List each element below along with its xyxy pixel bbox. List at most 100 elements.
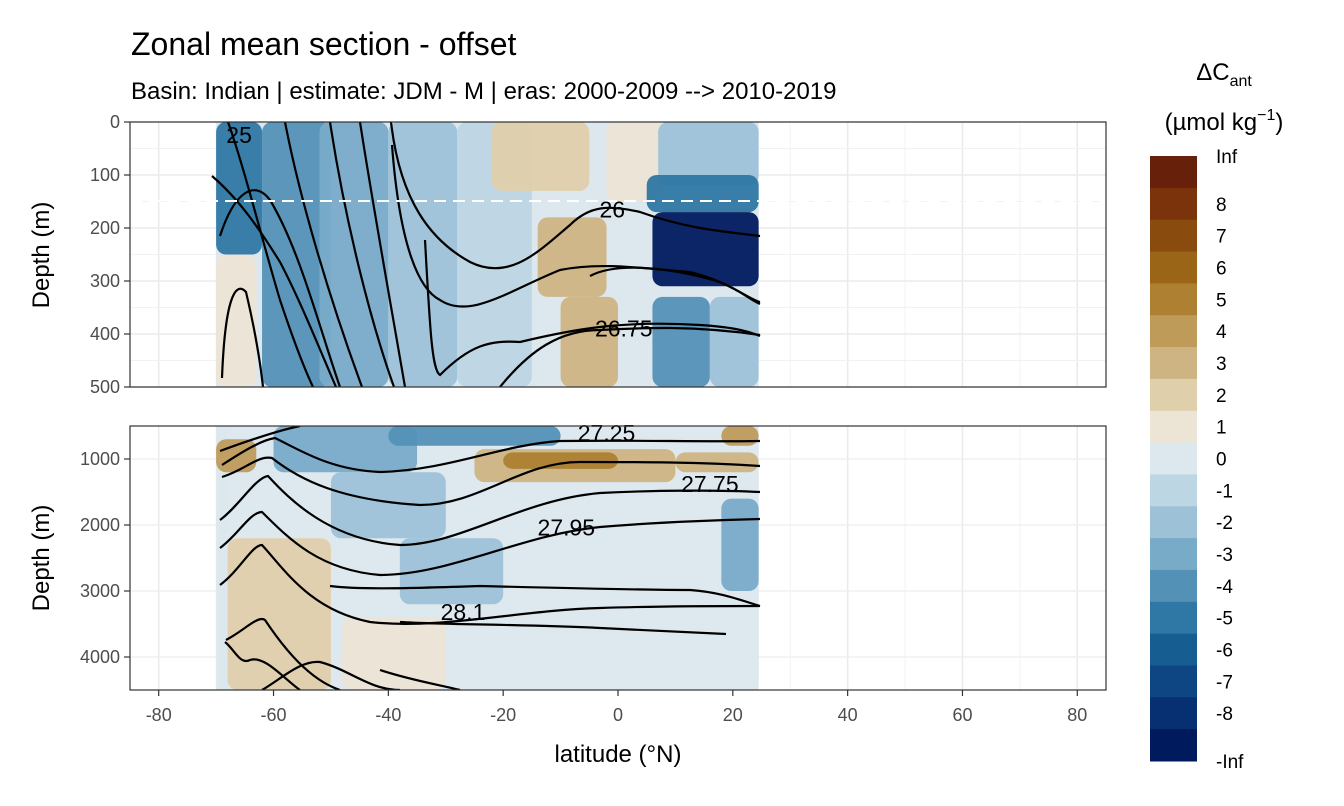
- x-tick-label: -40: [375, 705, 401, 725]
- field-cell: [721, 426, 759, 446]
- isopycnal-line: [261, 660, 401, 690]
- legend-label: 4: [1216, 322, 1227, 343]
- isopycnal-line: [219, 510, 761, 577]
- isopycnal-line: [329, 584, 761, 608]
- y-axis-lower: 1000 2000 3000 4000: [80, 449, 130, 667]
- contour-label: 27.25: [578, 420, 636, 446]
- y-tick-label: 200: [90, 218, 120, 238]
- legend-label: -3: [1216, 545, 1233, 566]
- field-cell: [560, 296, 618, 387]
- legend-label: 3: [1216, 354, 1227, 375]
- legend-swatch: [1150, 474, 1197, 507]
- legend-swatch: [1150, 156, 1197, 189]
- field-cell: [273, 426, 418, 473]
- y-tick-label: 4000: [80, 647, 120, 667]
- x-axis-title: latitude (°N): [555, 741, 682, 768]
- x-tick-label: 60: [952, 705, 972, 725]
- isopycnal-line: [358, 122, 407, 387]
- upper-panel-border: [129, 121, 1107, 388]
- legend-swatch: [1150, 347, 1197, 380]
- y-tick-label: 400: [90, 324, 120, 344]
- x-axis: -80 -60 -40 -20 0 20 40 60 80: [146, 690, 1087, 725]
- y-tick-label: 2000: [80, 515, 120, 535]
- chart-title: Zonal mean section - offset: [131, 26, 517, 62]
- legend-label: -2: [1216, 513, 1233, 534]
- field-cell: [652, 296, 710, 387]
- x-tick-label: 80: [1067, 705, 1087, 725]
- x-tick-label: 40: [838, 705, 858, 725]
- legend-swatch: [1150, 410, 1197, 444]
- lower-panel-contours: [219, 426, 761, 690]
- x-tick-label: 20: [723, 705, 743, 725]
- isopycnal-line: [219, 474, 761, 547]
- legend-swatch: [1150, 283, 1197, 316]
- isopycnal-line: [218, 189, 342, 387]
- field-cell: [342, 617, 446, 690]
- legend-label: 8: [1216, 195, 1227, 216]
- isopycnal-line: [221, 436, 761, 474]
- legend-label: -6: [1216, 641, 1233, 662]
- isopycnal-line: [224, 641, 301, 690]
- upper-panel-contours: [211, 122, 761, 387]
- y-tick-label: 3000: [80, 581, 120, 601]
- legend-label: 0: [1216, 450, 1227, 471]
- legend-swatch: [1150, 601, 1197, 635]
- legend-label: 5: [1216, 290, 1227, 311]
- legend-label: -4: [1216, 577, 1233, 598]
- isopycnal-line: [399, 620, 727, 636]
- x-tick-label: -60: [261, 705, 287, 725]
- legend-swatch: [1150, 569, 1197, 603]
- isopycnal-line: [219, 426, 301, 453]
- legend-label: -Inf: [1216, 752, 1244, 773]
- y-tick-label: 100: [90, 165, 120, 185]
- legend-swatch: [1150, 251, 1197, 284]
- y-tick-label: 0: [110, 112, 120, 132]
- legend-swatch: [1150, 442, 1197, 475]
- legend-swatch: [1150, 633, 1197, 666]
- legend-title-main: ΔC: [1196, 59, 1229, 86]
- legend-unit-superscript: −1: [1257, 107, 1275, 124]
- legend-label: Inf: [1216, 147, 1238, 168]
- isopycnal-line: [589, 266, 761, 306]
- contour-label: 28.1: [441, 599, 486, 625]
- isopycnal-line: [423, 239, 761, 377]
- isopycnal-line: [389, 122, 761, 270]
- field-cell: [675, 452, 759, 473]
- field-cell: [537, 217, 607, 297]
- contour-label: 25: [226, 122, 252, 148]
- legend-swatch: [1150, 697, 1197, 730]
- legend-label: 1: [1216, 418, 1227, 439]
- legend-swatch: [1150, 665, 1197, 698]
- legend-unit: (µmol kg−1): [1165, 107, 1284, 136]
- isopycnal-line: [225, 617, 341, 690]
- field-cell: [503, 452, 618, 469]
- legend-swatch: [1150, 219, 1197, 253]
- chart-subtitle: Basin: Indian | estimate: JDM - M | eras…: [131, 78, 837, 105]
- legend-unit-prefix: (µmol kg: [1165, 109, 1258, 136]
- legend-label: 2: [1216, 386, 1227, 407]
- y-axis-title-lower: Depth (m): [28, 505, 55, 612]
- legend-title-subscript: ant: [1230, 73, 1253, 90]
- legend-label: -8: [1216, 704, 1233, 725]
- y-axis-upper: 0 100 200 300 400 500: [90, 112, 130, 397]
- legend-label: 6: [1216, 258, 1227, 279]
- contour-label: 27.75: [681, 471, 739, 497]
- isopycnal-line: [221, 456, 761, 507]
- legend-colorbar: [1150, 156, 1197, 762]
- legend-label: -5: [1216, 609, 1233, 630]
- legend-swatch: [1150, 187, 1197, 221]
- legend-label: -1: [1216, 481, 1233, 502]
- field-cell: [652, 212, 759, 287]
- x-tick-label: -20: [490, 705, 516, 725]
- legend-labels: Inf 8 7 6 5 4 3 2 1 0 -1 -2 -3 -4 -5 -6 -7 -8 -Inf: [1216, 147, 1244, 773]
- upper-contour-labels: 25 26 26.75: [226, 122, 652, 341]
- y-axis-title-upper: Depth (m): [28, 202, 55, 309]
- field-cell: [646, 175, 759, 213]
- y-tick-label: 1000: [80, 449, 120, 469]
- contour-label: 26.75: [595, 316, 653, 342]
- field-cell: [721, 498, 759, 591]
- field-cell: [709, 296, 759, 387]
- legend-label: 7: [1216, 227, 1227, 248]
- legend-label: -7: [1216, 672, 1233, 693]
